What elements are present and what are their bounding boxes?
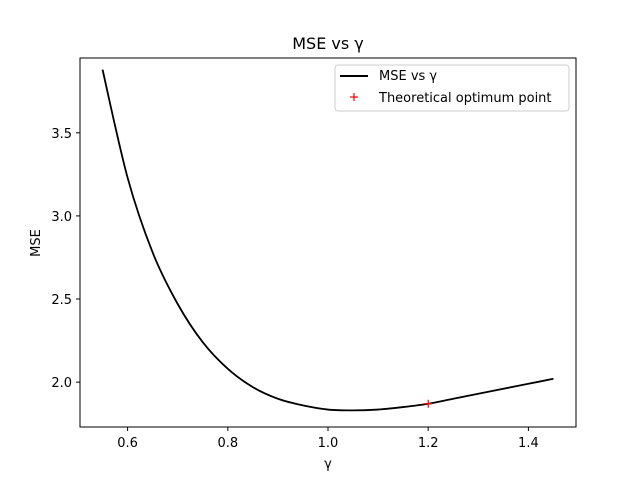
x-tick-label: 0.8	[217, 436, 238, 451]
x-axis-ticks: 0.6 0.8 1.0 1.2 1.4	[117, 427, 539, 451]
x-tick-label: 0.6	[117, 436, 138, 451]
x-axis-label: γ	[324, 457, 332, 472]
axes-frame	[79, 57, 577, 428]
optimum-point-marker	[424, 399, 433, 408]
legend-entry-optimum: Theoretical optimum point	[378, 91, 552, 106]
plot-area	[79, 57, 577, 428]
legend-entry-mse: MSE vs γ	[379, 69, 437, 84]
x-tick-label: 1.2	[418, 436, 439, 451]
y-tick-label: 2.0	[51, 376, 72, 391]
legend: MSE vs γ Theoretical optimum point	[334, 64, 570, 112]
y-axis-label: MSE	[29, 229, 44, 257]
y-tick-label: 2.5	[51, 293, 72, 308]
y-axis-ticks: 2.0 2.5 3.0 3.5	[51, 127, 80, 391]
legend-plus-swatch	[350, 93, 358, 101]
x-tick-label: 1.4	[518, 436, 539, 451]
legend-box	[334, 64, 570, 112]
y-tick-label: 3.5	[51, 127, 72, 142]
chart-title: MSE vs γ	[292, 34, 364, 53]
x-tick-label: 1.0	[318, 436, 339, 451]
series-layer	[101, 69, 554, 412]
series-line-mse	[101, 69, 554, 412]
y-tick-label: 3.0	[51, 210, 72, 225]
